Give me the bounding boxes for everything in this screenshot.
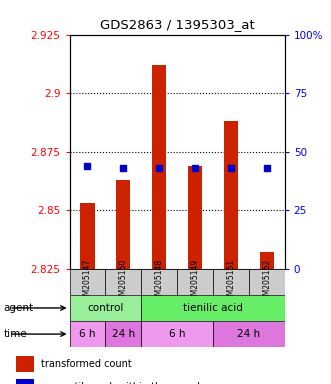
Text: GSM205152: GSM205152 bbox=[262, 259, 271, 305]
Bar bbox=[70, 321, 105, 347]
Bar bbox=[116, 180, 130, 269]
Bar bbox=[249, 269, 285, 295]
Text: 24 h: 24 h bbox=[237, 329, 260, 339]
Text: GSM205147: GSM205147 bbox=[83, 259, 92, 305]
Bar bbox=[224, 121, 238, 269]
Text: tienilic acid: tienilic acid bbox=[183, 303, 243, 313]
Bar bbox=[70, 269, 105, 295]
Text: 6 h: 6 h bbox=[169, 329, 185, 339]
Bar bbox=[16, 356, 34, 372]
Text: transformed count: transformed count bbox=[41, 359, 131, 369]
Text: control: control bbox=[87, 303, 123, 313]
Bar bbox=[141, 321, 213, 347]
Bar bbox=[105, 321, 141, 347]
Bar bbox=[16, 379, 34, 384]
Bar bbox=[141, 295, 285, 321]
Text: percentile rank within the sample: percentile rank within the sample bbox=[41, 382, 206, 384]
Text: GSM205149: GSM205149 bbox=[191, 259, 200, 305]
Bar bbox=[141, 269, 177, 295]
Text: GSM205151: GSM205151 bbox=[226, 259, 235, 305]
Bar bbox=[213, 321, 285, 347]
Text: time: time bbox=[3, 329, 27, 339]
Bar bbox=[152, 65, 166, 269]
Bar bbox=[188, 166, 202, 269]
Bar bbox=[70, 295, 141, 321]
Text: GSM205150: GSM205150 bbox=[119, 259, 128, 305]
Text: GSM205148: GSM205148 bbox=[155, 259, 164, 305]
Text: 24 h: 24 h bbox=[112, 329, 135, 339]
Text: 6 h: 6 h bbox=[79, 329, 96, 339]
Bar bbox=[260, 252, 274, 269]
Text: agent: agent bbox=[3, 303, 33, 313]
Bar bbox=[80, 203, 95, 269]
Text: GDS2863 / 1395303_at: GDS2863 / 1395303_at bbox=[100, 18, 255, 31]
Bar bbox=[105, 269, 141, 295]
Bar bbox=[213, 269, 249, 295]
Bar bbox=[177, 269, 213, 295]
